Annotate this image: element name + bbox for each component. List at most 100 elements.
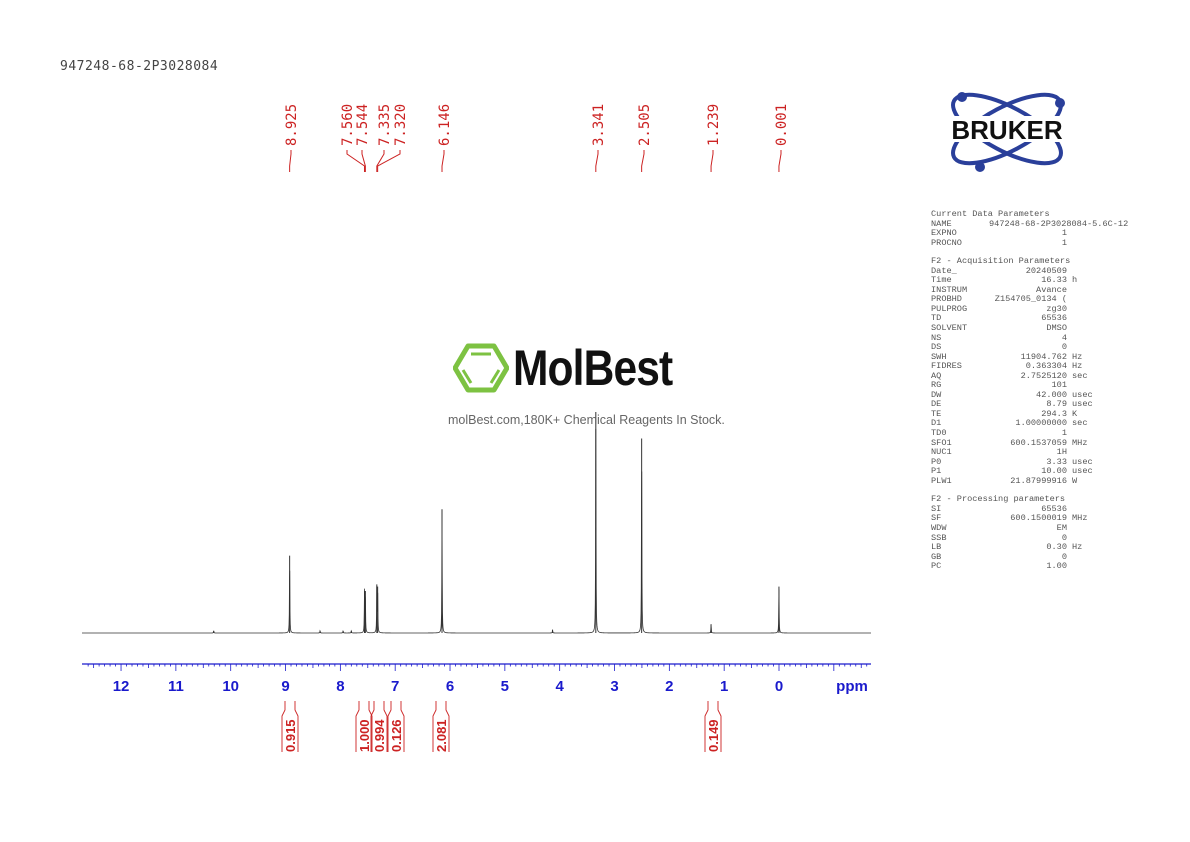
param-name: EXPNO bbox=[931, 228, 957, 239]
acquisition-params-title: F2 - Acquisition Parameters bbox=[931, 256, 1071, 267]
peak-label-connector bbox=[778, 150, 782, 172]
param-row: SFO1 600.1537059 MHz bbox=[931, 437, 1133, 449]
param-value: 21.87999916 bbox=[1010, 475, 1067, 486]
integral-value: 2.081 bbox=[434, 719, 449, 752]
peak-label: 6.146 bbox=[437, 104, 453, 146]
param-value: zg30 bbox=[1046, 303, 1067, 314]
peak-label: 3.341 bbox=[591, 104, 607, 146]
param-row: TE 294.3 K bbox=[931, 408, 1133, 420]
param-value: 101 bbox=[1051, 380, 1067, 391]
param-unit: usec bbox=[1072, 389, 1093, 400]
param-name: DW bbox=[931, 389, 942, 400]
x-tick-label: 5 bbox=[501, 678, 509, 695]
param-name: PLW1 bbox=[931, 475, 952, 486]
x-tick-label: 0 bbox=[775, 678, 783, 695]
param-name: Time bbox=[931, 275, 952, 286]
param-value: 0.30 bbox=[1046, 542, 1067, 553]
peak-label: 1.239 bbox=[706, 104, 722, 146]
param-unit: Hz bbox=[1072, 542, 1083, 553]
param-value: 1.00 bbox=[1046, 561, 1067, 572]
param-unit bbox=[1067, 524, 1072, 534]
peak-label-connector bbox=[361, 150, 366, 172]
param-value: DMSO bbox=[1046, 323, 1067, 334]
param-name: WDW bbox=[931, 522, 947, 533]
param-name: AQ bbox=[931, 370, 942, 381]
param-value: 10.00 bbox=[1041, 466, 1067, 477]
param-unit bbox=[1067, 553, 1072, 563]
param-unit: MHz bbox=[1072, 513, 1088, 524]
param-unit bbox=[1067, 305, 1072, 315]
spectrum-trace bbox=[82, 428, 871, 634]
param-unit: sec bbox=[1072, 370, 1088, 381]
param-unit: usec bbox=[1072, 466, 1093, 477]
peak-label: 7.560 bbox=[340, 104, 356, 146]
peak-label-connector bbox=[289, 150, 292, 172]
param-name: PROBHD bbox=[931, 294, 962, 305]
param-value: 1.00000000 bbox=[1015, 418, 1067, 429]
param-value: 2.7525120 bbox=[1020, 370, 1067, 381]
peak-label: 7.335 bbox=[377, 104, 393, 146]
param-name: LB bbox=[931, 542, 942, 553]
param-unit bbox=[1067, 324, 1072, 334]
integral-value: 0.915 bbox=[283, 719, 298, 752]
param-value: 20240509 bbox=[1025, 265, 1067, 276]
param-value: 1 bbox=[1061, 228, 1067, 239]
param-name: SF bbox=[931, 513, 942, 524]
param-name: TD bbox=[931, 313, 942, 324]
x-tick-label: 11 bbox=[168, 678, 184, 695]
param-name: D1 bbox=[931, 418, 942, 429]
param-row: NAME 947248-68-2P3028084-5.6C-12 bbox=[931, 218, 1133, 230]
param-row: PC 1.00 bbox=[931, 562, 1133, 572]
param-row: GB 0 bbox=[931, 551, 1133, 563]
param-row: SF 600.1500019 MHz bbox=[931, 514, 1133, 524]
param-name: GB bbox=[931, 551, 942, 562]
param-name: PULPROG bbox=[931, 303, 968, 314]
param-name: P1 bbox=[931, 466, 942, 477]
param-row: INSTRUM Avance bbox=[931, 284, 1133, 296]
param-value: 0 bbox=[1061, 551, 1067, 562]
param-row: TD0 1 bbox=[931, 428, 1133, 439]
x-tick-label: 3 bbox=[610, 678, 618, 695]
integral-bracket bbox=[704, 701, 722, 752]
integral-bracket bbox=[387, 701, 405, 752]
param-name: NAME bbox=[931, 218, 952, 229]
param-value: 11904.762 bbox=[1020, 351, 1067, 362]
param-value: 600.1500019 bbox=[1010, 513, 1067, 524]
integral-bracket bbox=[432, 701, 450, 752]
param-name: DS bbox=[931, 342, 942, 353]
param-row: WDW EM bbox=[931, 522, 1133, 534]
param-row: DE 8.79 usec bbox=[931, 400, 1133, 410]
param-unit: K bbox=[1072, 408, 1078, 419]
param-value: 0 bbox=[1061, 532, 1067, 543]
current-params-title: Current Data Parameters bbox=[931, 209, 1050, 219]
integral-value: 0.994 bbox=[372, 719, 387, 752]
param-name: INSTRUM bbox=[931, 284, 968, 295]
x-tick-label: 10 bbox=[222, 678, 239, 695]
param-row: DW 42.000 usec bbox=[931, 389, 1133, 401]
x-tick-label: 6 bbox=[446, 678, 454, 695]
param-value: 8.79 bbox=[1046, 399, 1067, 410]
x-tick-label: 2 bbox=[665, 678, 673, 695]
param-row: SSB 0 bbox=[931, 532, 1133, 544]
param-value: 16.33 bbox=[1041, 275, 1067, 286]
param-name: SWH bbox=[931, 351, 947, 362]
param-value: 600.1537059 bbox=[1010, 437, 1067, 448]
param-value: 1H bbox=[1056, 447, 1067, 458]
x-tick-label: 9 bbox=[281, 678, 289, 695]
param-value: Avance bbox=[1036, 284, 1067, 295]
bruker-wordmark: BRUKER bbox=[951, 115, 1062, 145]
param-unit bbox=[1067, 562, 1072, 572]
param-unit: usec bbox=[1072, 456, 1093, 467]
param-row: TD 65536 bbox=[931, 314, 1133, 324]
param-name: TE bbox=[931, 408, 942, 419]
param-unit bbox=[1067, 314, 1072, 324]
acquisition-parameters-panel: Current Data Parameters NAME 947248-68-2P… bbox=[931, 209, 1133, 572]
param-row: SWH 11904.762 Hz bbox=[931, 351, 1133, 363]
x-axis-label: ppm bbox=[836, 678, 868, 695]
param-name: NS bbox=[931, 332, 942, 343]
param-value: 42.000 bbox=[1036, 389, 1067, 400]
x-tick-label: 1 bbox=[720, 678, 728, 695]
param-row: D1 1.00000000 sec bbox=[931, 419, 1133, 429]
param-row: PLW1 21.87999916 W bbox=[931, 475, 1133, 487]
